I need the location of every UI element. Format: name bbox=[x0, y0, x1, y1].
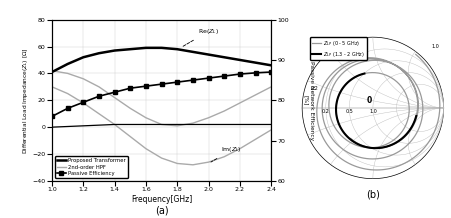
Text: (b): (b) bbox=[365, 189, 379, 199]
Legend: $Z_{LP}$ (0 - 5 GHz), $Z_{LP}$ (1.3 - 2 GHz): $Z_{LP}$ (0 - 5 GHz), $Z_{LP}$ (1.3 - 2 … bbox=[309, 37, 366, 60]
Y-axis label: Passive Network Efficiency
[%]: Passive Network Efficiency [%] bbox=[302, 61, 313, 140]
Text: 0.5: 0.5 bbox=[360, 56, 368, 61]
Text: 0: 0 bbox=[366, 96, 371, 105]
Text: 0.5: 0.5 bbox=[345, 109, 352, 114]
Text: 1.0: 1.0 bbox=[430, 44, 438, 49]
X-axis label: Frequency[GHz]: Frequency[GHz] bbox=[131, 195, 192, 204]
Legend: Proposed Transformer, 2nd-order HPF, Passive Efficiency: Proposed Transformer, 2nd-order HPF, Pas… bbox=[55, 156, 128, 178]
Text: 1.0: 1.0 bbox=[368, 109, 376, 114]
Text: 0.2: 0.2 bbox=[310, 86, 318, 91]
Text: Re$(Z_L)$: Re$(Z_L)$ bbox=[182, 27, 218, 46]
Text: 0.2: 0.2 bbox=[321, 109, 329, 114]
Y-axis label: Differential Load Impedance$(Z_L)$ [$\Omega$]: Differential Load Impedance$(Z_L)$ [$\Om… bbox=[21, 47, 30, 154]
Text: (a): (a) bbox=[154, 205, 168, 215]
Text: Im$(Z_L)$: Im$(Z_L)$ bbox=[211, 145, 241, 162]
